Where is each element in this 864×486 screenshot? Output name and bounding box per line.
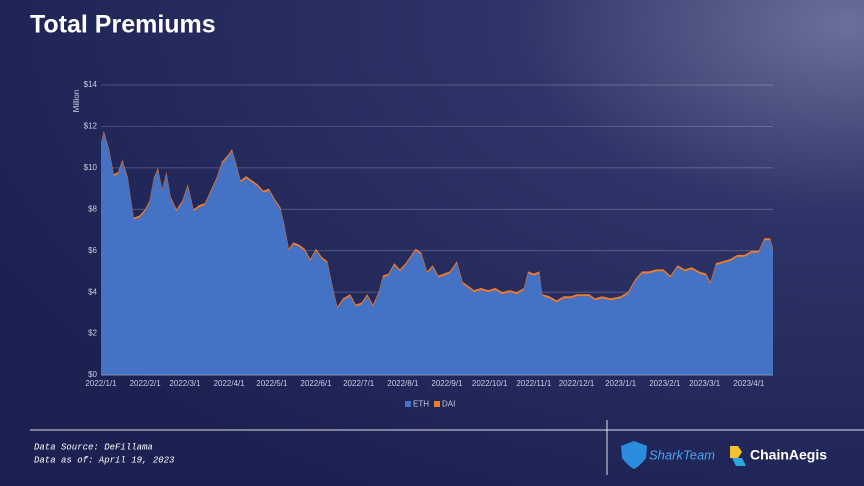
logo-text: SharkTeam	[649, 447, 715, 462]
footer-source: Data Source: DeFillama	[34, 442, 153, 452]
y-tick-label: $10	[84, 163, 98, 172]
footer-date: Data as of: April 19, 2023	[34, 455, 175, 465]
logo-text: ChainAegis	[750, 447, 827, 463]
legend-label: ETH	[413, 400, 429, 409]
y-axis-label: Million	[72, 90, 81, 113]
y-tick-label: $8	[88, 204, 97, 213]
logo-icon	[730, 446, 742, 458]
area	[101, 130, 773, 309]
x-tick-label: 2022/1/1	[85, 379, 117, 388]
legend-swatch	[405, 401, 411, 407]
y-tick-label: $4	[88, 287, 97, 296]
x-tick-label: 2023/2/1	[649, 379, 681, 388]
legend-swatch	[434, 401, 440, 407]
y-tick-label: $14	[84, 80, 98, 89]
chart-title: Total Premiums	[30, 11, 216, 39]
y-tick-label: $0	[88, 370, 97, 379]
x-tick-label: 2022/11/1	[516, 379, 552, 388]
x-tick-label: 2023/4/1	[733, 379, 765, 388]
y-tick-label: $12	[84, 122, 98, 131]
legend-label: DAI	[442, 400, 455, 409]
y-tick-label: $2	[88, 329, 97, 338]
x-tick-label: 2022/9/1	[431, 379, 463, 388]
x-tick-label: 2022/10/1	[472, 379, 508, 388]
x-tick-label: 2022/8/1	[387, 379, 419, 388]
x-tick-label: 2023/1/1	[605, 379, 637, 388]
x-tick-label: 2022/2/1	[130, 379, 162, 388]
y-tick-label: $6	[88, 246, 97, 255]
logo-icon	[621, 441, 647, 469]
x-tick-label: 2023/3/1	[689, 379, 721, 388]
x-tick-label: 2022/6/1	[300, 379, 332, 388]
x-tick-label: 2022/5/1	[256, 379, 288, 388]
x-tick-label: 2022/7/1	[343, 379, 375, 388]
x-tick-label: 2022/12/1	[559, 379, 595, 388]
x-tick-label: 2022/3/1	[169, 379, 201, 388]
logo-icon	[732, 458, 746, 466]
area	[101, 132, 773, 375]
x-tick-label: 2022/4/1	[214, 379, 246, 388]
